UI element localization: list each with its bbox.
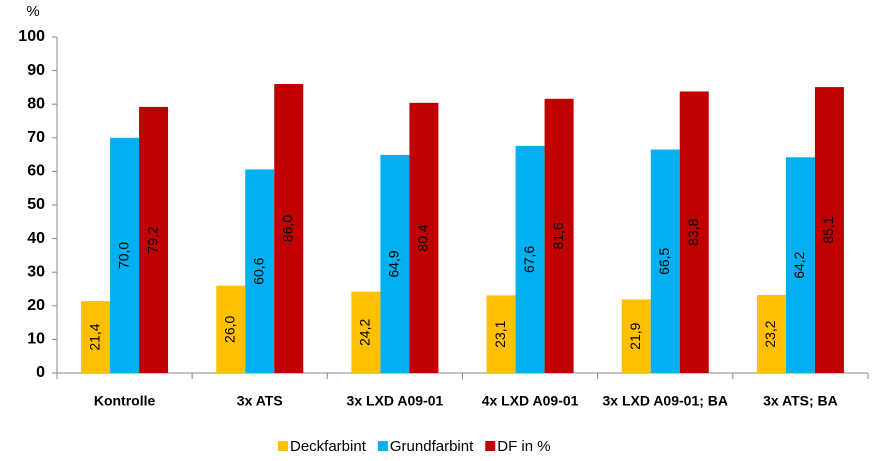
legend-label: Grundfarbint <box>390 438 474 455</box>
y-tick-label: 20 <box>27 297 45 314</box>
y-tick-label: 40 <box>27 230 45 247</box>
value-label: 70,0 <box>115 242 131 269</box>
bar <box>515 145 545 373</box>
value-label: 26,0 <box>221 315 237 342</box>
x-tick-label: Kontrolle <box>94 393 156 409</box>
value-label: 23,2 <box>762 320 778 347</box>
bar <box>274 84 304 373</box>
value-label: 60,6 <box>250 257 266 284</box>
bar <box>380 154 410 373</box>
bar <box>814 87 844 374</box>
y-tick-label: 60 <box>27 163 45 180</box>
bar <box>650 149 680 373</box>
legend-swatch <box>377 441 388 451</box>
x-tick-label: 4x LXD A09-01 <box>482 393 579 409</box>
y-tick-label: 30 <box>27 263 45 280</box>
bar <box>486 295 516 373</box>
value-label: 83,8 <box>685 218 701 245</box>
bar <box>139 106 169 373</box>
value-label: 24,2 <box>357 319 373 346</box>
bar <box>785 157 815 373</box>
y-tick-label: 10 <box>27 331 45 348</box>
bar <box>81 301 111 373</box>
value-label: 81,6 <box>550 222 566 249</box>
value-label: 21,4 <box>86 323 102 350</box>
value-label: 64,2 <box>791 251 807 278</box>
value-label: 23,1 <box>492 320 508 347</box>
y-tick-label: 80 <box>27 95 45 112</box>
bar <box>621 299 651 373</box>
y-tick-label: 70 <box>27 129 45 146</box>
y-tick-label: 100 <box>18 28 45 45</box>
y-tick-label: 90 <box>27 62 45 79</box>
legend-label: Deckfarbint <box>290 438 367 455</box>
x-tick-label: 3x ATS; BA <box>763 393 838 409</box>
bar <box>679 91 709 373</box>
value-label: 80,4 <box>415 224 431 251</box>
value-label: 79,2 <box>144 226 160 253</box>
y-axis-label: % <box>26 3 39 20</box>
y-tick-label: 0 <box>36 364 45 381</box>
value-label: 67,6 <box>521 246 537 273</box>
bar <box>216 285 246 373</box>
value-label: 85,1 <box>820 216 836 243</box>
bar <box>544 98 574 373</box>
bar <box>245 169 275 373</box>
value-label: 66,5 <box>656 247 672 274</box>
bar <box>110 137 140 373</box>
legend-swatch <box>278 441 288 451</box>
bar <box>409 102 439 373</box>
bar <box>756 295 786 373</box>
y-tick-label: 50 <box>27 196 45 213</box>
x-tick-label: 3x LXD A09-01 <box>347 393 444 409</box>
value-label: 64,9 <box>386 250 402 277</box>
value-label: 21,9 <box>627 322 643 349</box>
value-label: 86,0 <box>279 215 295 242</box>
x-tick-label: 3x ATS <box>237 393 283 409</box>
legend-label: DF in % <box>497 438 550 455</box>
x-tick-label: 3x LXD A09-01; BA <box>602 393 728 409</box>
legend-swatch <box>485 441 496 451</box>
bar <box>351 291 381 373</box>
